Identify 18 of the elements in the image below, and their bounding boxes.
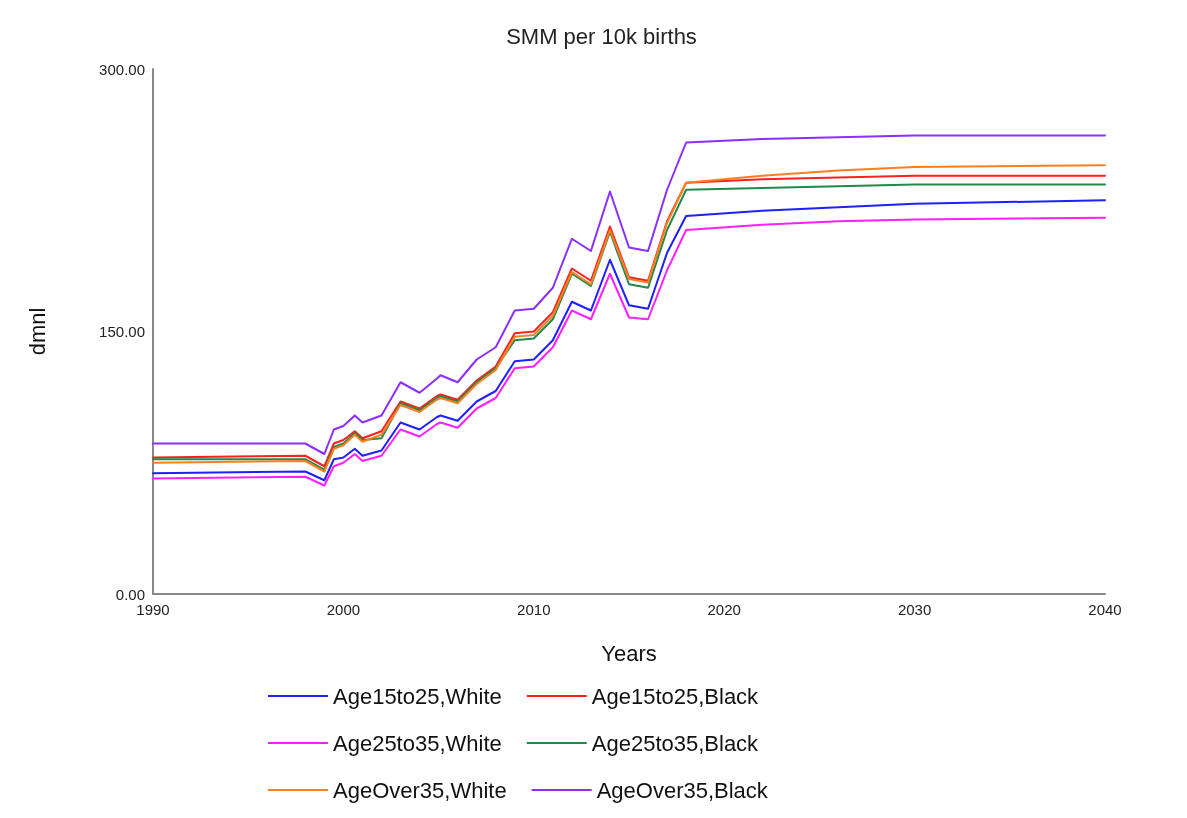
legend-label: AgeOver35,Black [596, 777, 769, 803]
y-tick-label: 300.00 [99, 60, 145, 78]
legend-label: Age15to25,Black [591, 683, 760, 709]
x-tick-label: 2030 [897, 601, 932, 618]
y-tick-label: 0.00 [115, 585, 145, 603]
x-tick-label: 2020 [707, 601, 741, 618]
y-axis-title: dmnl [24, 307, 50, 356]
x-tick-label: 2040 [1088, 601, 1122, 618]
legend-label: Age25to35,White [333, 730, 502, 756]
x-tick-label: 2010 [517, 601, 551, 618]
x-tick-label: 2000 [326, 601, 361, 618]
legend-label: Age25to35,Black [591, 730, 760, 756]
chart-title: SMM per 10k births [506, 23, 697, 49]
x-axis-title: Years [601, 640, 657, 666]
legend-label: Age15to25,White [333, 683, 502, 709]
y-tick-label: 150.00 [99, 323, 145, 340]
legend-label: AgeOver35,White [333, 777, 507, 803]
x-tick-label: 1990 [136, 601, 170, 618]
